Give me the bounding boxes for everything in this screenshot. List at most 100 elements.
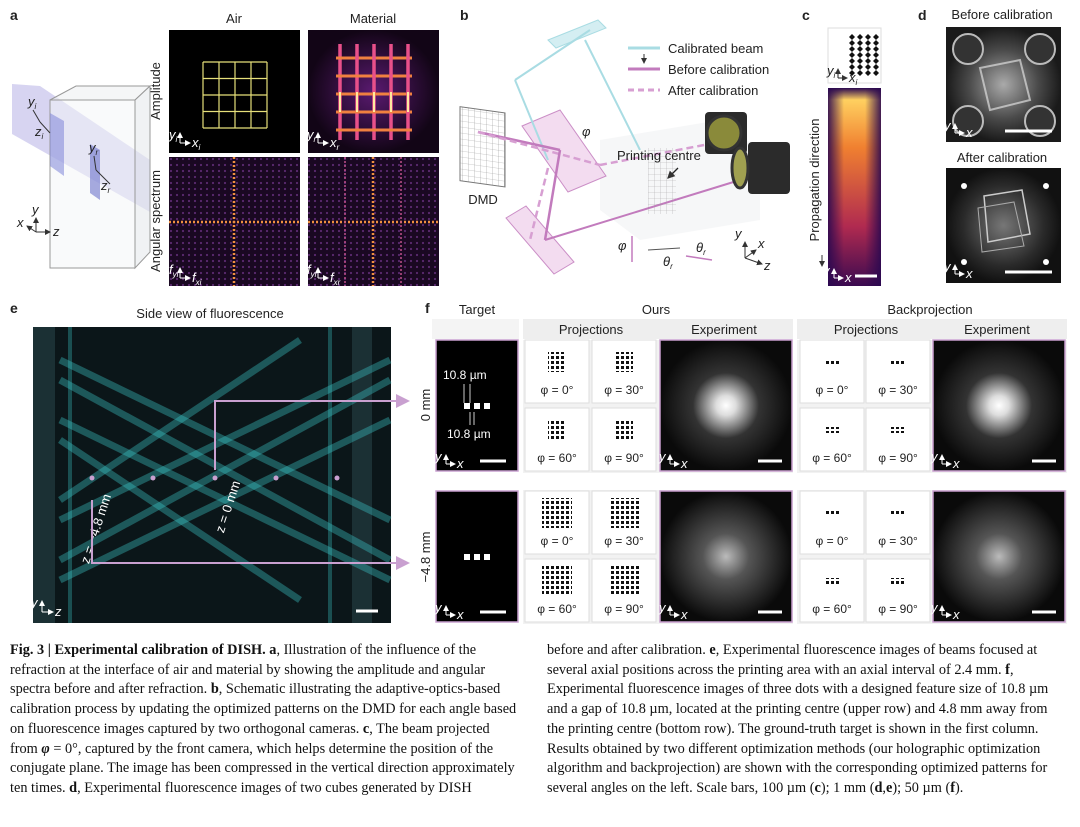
pattern	[548, 352, 566, 372]
target-dot	[464, 554, 470, 560]
legend-label: Calibrated beam	[668, 41, 763, 56]
header-band	[432, 319, 519, 339]
axis-label: yi	[826, 63, 836, 80]
caption-bold: e	[885, 779, 893, 796]
pattern	[615, 420, 633, 440]
symbol: x	[456, 607, 464, 622]
inset-dot	[849, 52, 855, 58]
caption-text: , The beam projected from	[10, 720, 490, 757]
projection	[865, 407, 931, 472]
caption-bold: Fig. 3 | Experimental calibration of DIS…	[10, 642, 266, 658]
axis-label: x	[456, 456, 464, 471]
inset-dot	[865, 40, 871, 46]
experiment	[659, 490, 793, 623]
row-title: −4.8 mm	[418, 532, 433, 583]
target-dot	[464, 403, 470, 409]
axis-label: zi	[34, 124, 44, 141]
cube-side	[134, 84, 151, 270]
symbol: y	[826, 63, 835, 78]
inset-dot	[873, 64, 879, 70]
line	[647, 247, 681, 251]
inset-dot	[857, 52, 863, 58]
image	[33, 327, 391, 623]
symbol: y	[822, 263, 831, 278]
symbol: x	[680, 456, 688, 471]
caption-text: ); 1 mm (	[820, 779, 875, 796]
target-dot	[474, 554, 480, 560]
axis-label: y	[822, 263, 831, 278]
row-title: Angular spectrum	[148, 170, 163, 272]
symbol: y	[88, 140, 97, 155]
axis-label: y	[658, 600, 667, 615]
axis-label: x	[16, 215, 24, 230]
beam	[58, 416, 392, 584]
axis-label: yr	[88, 140, 99, 157]
inset-dot	[857, 58, 863, 64]
line	[544, 179, 741, 241]
panel-label: b	[460, 7, 469, 23]
image-title: Before calibration	[951, 7, 1052, 22]
subscript: r	[670, 262, 673, 271]
inset-dot	[849, 70, 855, 76]
line	[667, 167, 679, 179]
axis-label: x	[456, 607, 464, 622]
pattern	[542, 566, 572, 596]
angle-label: φ = 0°	[541, 383, 574, 397]
symbol: y	[943, 118, 952, 133]
symbol: x	[191, 135, 199, 150]
pattern	[548, 420, 566, 440]
axis-label: y	[930, 449, 939, 464]
symbol: y	[30, 595, 39, 610]
inset-dot	[857, 34, 863, 40]
symbol: z	[54, 604, 62, 619]
symbol: θ	[663, 254, 670, 269]
symbol: y	[31, 202, 40, 217]
beam	[58, 376, 392, 564]
target-dot	[474, 403, 480, 409]
caption-bold: a	[269, 642, 277, 658]
inset-dot	[873, 52, 879, 58]
beam	[58, 356, 392, 524]
axis-label: y	[734, 226, 743, 241]
beam-front	[50, 113, 64, 176]
axis-label: yi	[27, 94, 37, 111]
caption-bold: φ	[41, 740, 50, 757]
subscript: i	[42, 132, 44, 141]
subscript: r	[703, 248, 706, 257]
dmd-label: DMD	[468, 192, 498, 207]
caption-text: ,	[882, 779, 886, 796]
symbol: y	[930, 600, 939, 615]
line	[39, 121, 51, 134]
subhead: Projections	[834, 322, 899, 337]
symbol: z	[100, 178, 108, 193]
axis-label: fyr	[307, 262, 318, 279]
inset-dot	[849, 34, 855, 40]
symbol: x	[844, 270, 852, 285]
column-title: Material	[350, 11, 396, 26]
panel-label: d	[918, 7, 927, 23]
axis-label: z	[763, 258, 771, 273]
pattern	[825, 578, 839, 584]
symbol: y	[658, 449, 667, 464]
cube-outline	[977, 201, 1025, 253]
annotation: Printing centre	[617, 148, 701, 163]
projection	[865, 490, 931, 555]
pattern	[542, 498, 572, 528]
caption-bold: f	[950, 779, 955, 796]
pattern	[609, 566, 639, 596]
line	[95, 169, 111, 185]
caption-bold: c	[814, 779, 821, 796]
mirror	[521, 109, 607, 193]
caption-bold: d	[69, 779, 78, 796]
axis-label: y	[30, 595, 39, 610]
angle-label: φ = 60°	[812, 602, 852, 616]
spot	[961, 183, 967, 189]
inset-dot	[873, 34, 879, 40]
spot	[961, 259, 967, 265]
subhead: Experiment	[964, 322, 1030, 337]
angle-label: φ = 90°	[878, 451, 918, 465]
axis-label: x	[844, 270, 852, 285]
line	[26, 225, 37, 233]
pattern	[891, 510, 905, 516]
